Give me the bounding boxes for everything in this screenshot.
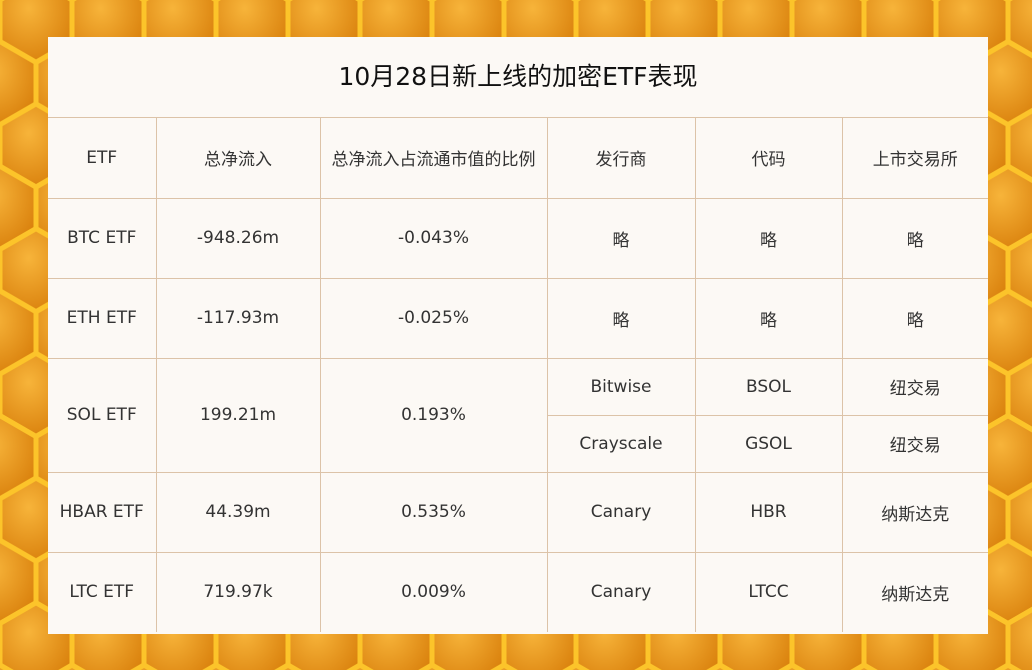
page-title: 10月28日新上线的加密ETF表现 — [48, 37, 988, 118]
table-row: LTC ETF 719.97k 0.009% Canary LTCC 纳斯达克 — [48, 551, 988, 632]
exchange-cell: 略 — [841, 197, 988, 279]
ticker-cell: HBR — [694, 471, 843, 553]
inflow-ratio-cell: 0.009% — [319, 551, 548, 632]
net-inflow-cell: 44.39m — [155, 471, 321, 553]
issuer-cell: 略 — [546, 197, 696, 279]
header-cell: 代码 — [694, 118, 843, 199]
table-row: Crayscale GSOL 纽交易 — [48, 414, 988, 473]
etf-name-cell: SOL ETF — [48, 357, 157, 473]
etf-name-cell: HBAR ETF — [48, 471, 157, 553]
header-cell: ETF — [48, 118, 157, 199]
net-inflow-cell: 199.21m — [155, 357, 321, 473]
header-cell: 总净流入占流通市值的比例 — [319, 118, 548, 199]
net-inflow-cell: -117.93m — [155, 277, 321, 359]
ticker-cell: BSOL — [694, 357, 843, 416]
net-inflow-cell: 719.97k — [155, 551, 321, 632]
issuer-cell: Canary — [546, 551, 696, 632]
exchange-cell: 纳斯达克 — [841, 551, 988, 632]
exchange-cell: 纽交易 — [841, 414, 988, 473]
table-header-row: ETF 总净流入 总净流入占流通市值的比例 发行商 代码 上市交易所 — [48, 118, 988, 199]
issuer-cell: Bitwise — [546, 357, 696, 416]
issuer-cell: 略 — [546, 277, 696, 359]
inflow-ratio-cell: 0.193% — [319, 357, 548, 473]
ticker-cell: GSOL — [694, 414, 843, 473]
etf-name-cell: ETH ETF — [48, 277, 157, 359]
issuer-cell: Crayscale — [547, 414, 696, 473]
header-cell: 上市交易所 — [841, 118, 988, 199]
etf-table-panel: 10月28日新上线的加密ETF表现 ETF 总净流入 总净流入占流通市值的比例 … — [48, 37, 988, 634]
etf-name-cell: LTC ETF — [48, 551, 157, 632]
inflow-ratio-cell: 0.535% — [319, 471, 548, 553]
exchange-cell: 纽交易 — [841, 357, 988, 416]
ticker-cell: LTCC — [694, 551, 843, 632]
header-cell: 发行商 — [546, 118, 696, 199]
etf-name-cell: BTC ETF — [48, 197, 157, 279]
ticker-cell: 略 — [694, 197, 843, 279]
header-cell: 总净流入 — [155, 118, 321, 199]
exchange-cell: 纳斯达克 — [841, 471, 988, 553]
table-row: BTC ETF -948.26m -0.043% 略略略 — [48, 197, 988, 279]
issuer-cell: Canary — [546, 471, 696, 553]
inflow-ratio-cell: -0.025% — [319, 277, 548, 359]
table-row: HBAR ETF 44.39m 0.535% Canary HBR 纳斯达克 — [48, 471, 988, 553]
net-inflow-cell: -948.26m — [155, 197, 321, 279]
inflow-ratio-cell: -0.043% — [319, 197, 548, 279]
table-row: ETH ETF -117.93m -0.025% 略略略 — [48, 277, 988, 359]
table-row: SOL ETF 199.21m 0.193% Bitwise BSOL 纽交易 — [48, 357, 988, 473]
etf-table: ETF 总净流入 总净流入占流通市值的比例 发行商 代码 上市交易所 BTC E… — [48, 118, 988, 632]
exchange-cell: 略 — [841, 277, 988, 359]
ticker-cell: 略 — [694, 277, 843, 359]
